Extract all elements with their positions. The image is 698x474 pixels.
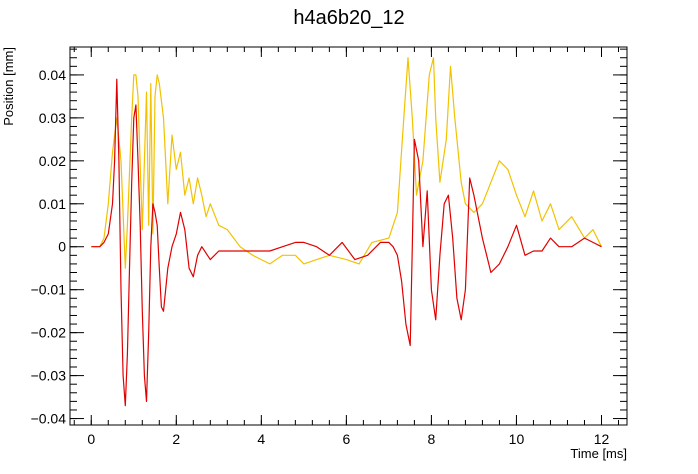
chart-title: h4a6b20_12 <box>293 7 404 29</box>
y-tick-label: −0.01 <box>31 282 67 298</box>
series-layer <box>91 57 603 407</box>
y-axis-title: Position [mm] <box>1 47 16 126</box>
x-tick-label: 0 <box>87 431 95 447</box>
x-tick-label: 10 <box>509 431 525 447</box>
y-tick-label: 0.01 <box>39 196 66 212</box>
series-line-2 <box>91 78 602 407</box>
series-line-1 <box>91 57 603 269</box>
y-axis: −0.04 −0.03 −0.02 −0.01 0 0.01 0.02 0.03 0.04 <box>31 48 627 427</box>
y-tick-label: −0.04 <box>31 411 67 427</box>
x-tick-label: 6 <box>342 431 350 447</box>
y-tick-label: 0 <box>58 239 66 255</box>
y-tick-label: 0.04 <box>39 67 66 83</box>
y-tick-label: −0.03 <box>31 368 67 384</box>
x-tick-label: 12 <box>594 431 610 447</box>
x-axis: 0 2 4 6 8 10 12 <box>73 47 619 447</box>
plot-frame <box>69 46 628 426</box>
x-tick-label: 8 <box>428 431 436 447</box>
y-tick-label: 0.03 <box>39 110 66 126</box>
y-tick-label: −0.02 <box>31 325 67 341</box>
x-tick-label: 2 <box>172 431 180 447</box>
x-tick-label: 4 <box>257 431 265 447</box>
y-tick-label: 0.02 <box>39 153 66 169</box>
x-axis-title: Time [ms] <box>570 446 627 461</box>
